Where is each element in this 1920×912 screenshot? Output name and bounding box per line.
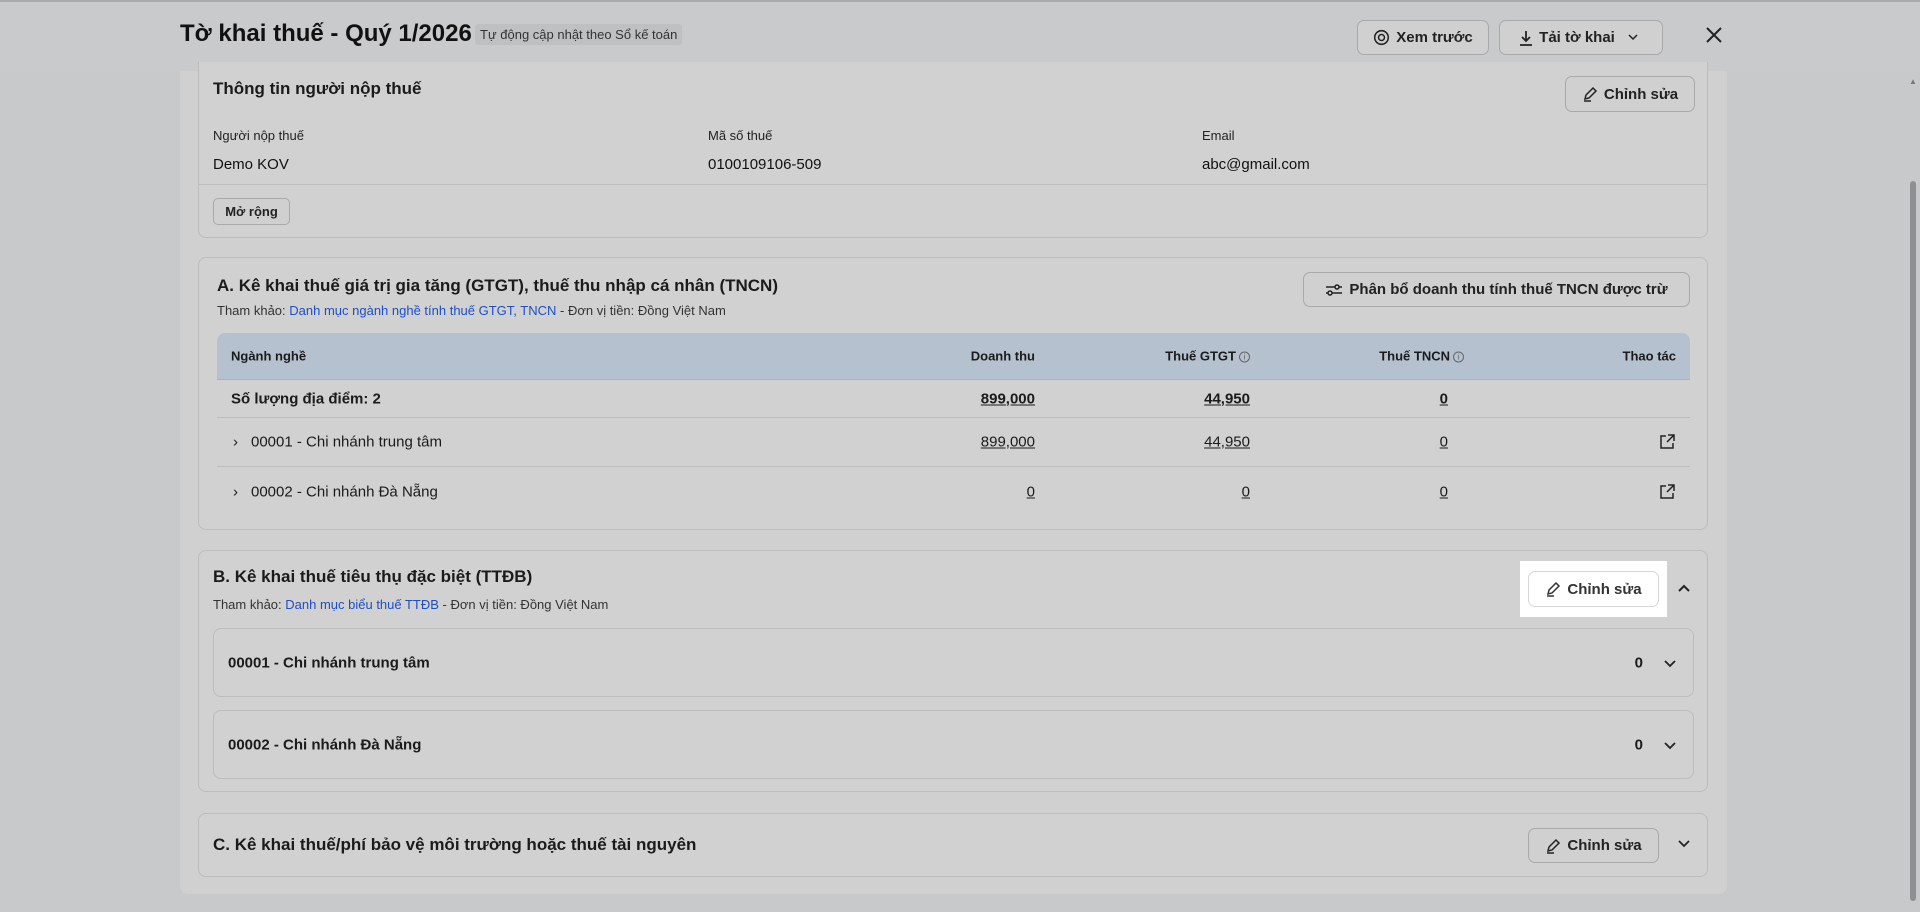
col-pit: Thuế TNCN i [1379, 349, 1464, 364]
edit-label: Chỉnh sửa [1603, 85, 1679, 103]
chevron-down-icon[interactable] [1663, 740, 1677, 750]
download-declaration-button[interactable]: Tải tờ khai [1499, 20, 1663, 55]
allocate-label: Phân bổ doanh thu tính thuế TNCN được tr… [1349, 281, 1668, 298]
chevron-down-icon[interactable] [1663, 658, 1677, 668]
edit-label: Chỉnh sửa [1567, 837, 1642, 854]
table-row[interactable]: › 00001 - Chi nhánh trung tâm 899,000 44… [217, 418, 1690, 467]
branch-name: 00001 - Chi nhánh trung tâm [228, 654, 430, 671]
summary-row: Số lượng địa điểm: 2 899,000 44,950 0 [217, 380, 1690, 418]
branch-accordion[interactable]: 00002 - Chi nhánh Đà Nẵng 0 [213, 710, 1694, 779]
ref-suffix: - Đơn vị tiền: Đồng Việt Nam [438, 597, 609, 612]
auto-update-badge: Tự động cập nhật theo Sổ kế toán [475, 24, 683, 45]
chevron-down-icon [1628, 33, 1638, 40]
preview-button[interactable]: Xem trước [1357, 20, 1489, 55]
branch-value: 0 [1634, 736, 1643, 753]
section-c-title: C. Kê khai thuế/phí bảo vệ môi trường ho… [213, 835, 697, 854]
scrollbar-thumb[interactable] [1910, 181, 1916, 901]
chevron-down-icon[interactable] [1677, 838, 1691, 848]
col-revenue: Doanh thu [970, 348, 1035, 364]
pencil-icon [1583, 86, 1597, 102]
scrollbar[interactable]: ▲ [1905, 71, 1920, 912]
external-link-icon[interactable] [1658, 433, 1676, 451]
branch-name: 00001 - Chi nhánh trung tâm [251, 433, 442, 451]
branch-value: 0 [1634, 654, 1643, 671]
vat-value[interactable]: 44,950 [1204, 433, 1250, 451]
allocate-revenue-button[interactable]: Phân bổ doanh thu tính thuế TNCN được tr… [1303, 272, 1690, 307]
revenue-value[interactable]: 0 [1026, 483, 1035, 500]
section-a-reference: Tham khảo: Danh mục ngành nghề tính thuế… [217, 303, 726, 318]
field-label: Email [1202, 128, 1235, 143]
download-label: Tải tờ khai [1539, 29, 1615, 46]
chevron-up-icon[interactable] [1676, 582, 1692, 594]
ref-prefix: Tham khảo: [217, 303, 290, 318]
chevron-right-icon[interactable]: › [233, 483, 238, 500]
vat-pit-table: Ngành nghề Doanh thu Thuế GTGT i Thuế TNC… [217, 333, 1690, 516]
edit-label: Chỉnh sửa [1567, 580, 1642, 598]
expand-button[interactable]: Mở rộng [213, 198, 290, 225]
special-tax-category-link[interactable]: Danh mục biểu thuế TTĐB [285, 597, 439, 612]
table-header: Ngành nghề Doanh thu Thuế GTGT i Thuế TNC… [217, 333, 1690, 380]
total-revenue[interactable]: 899,000 [980, 390, 1035, 407]
location-count: Số lượng địa điểm: 2 [231, 390, 381, 407]
revenue-value[interactable]: 899,000 [980, 433, 1035, 451]
section-c-card [198, 813, 1708, 877]
ref-suffix: - Đơn vị tiền: Đồng Việt Nam [556, 303, 726, 318]
branch-accordion[interactable]: 00001 - Chi nhánh trung tâm 0 [213, 628, 1694, 697]
field-value: 0100109106-509 [708, 156, 822, 173]
ref-prefix: Tham khảo: [213, 597, 286, 612]
vat-pit-category-link[interactable]: Danh mục ngành nghề tính thuế GTGT, TNCN [289, 303, 557, 318]
col-vat: Thuế GTGT i [1165, 349, 1250, 364]
col-industry: Ngành nghề [231, 348, 307, 364]
pencil-icon [1547, 581, 1561, 597]
pit-value[interactable]: 0 [1439, 483, 1448, 500]
section-c-edit-button[interactable]: Chỉnh sửa [1528, 828, 1659, 863]
eye-icon [1374, 29, 1390, 46]
sliders-icon [1326, 283, 1343, 296]
branch-name: 00002 - Chi nhánh Đà Nẵng [251, 483, 438, 500]
total-pit[interactable]: 0 [1439, 390, 1448, 407]
scroll-up-arrow[interactable]: ▲ [1909, 77, 1917, 86]
pencil-icon [1547, 838, 1561, 854]
taxpayer-title: Thông tin người nộp thuế [213, 79, 422, 98]
taxpayer-edit-button[interactable]: Chỉnh sửa [1565, 76, 1695, 112]
branch-name: 00002 - Chi nhánh Đà Nẵng [228, 736, 422, 753]
info-icon[interactable]: i [1453, 351, 1464, 363]
field-label: Người nộp thuế [213, 128, 304, 143]
field-value: abc@gmail.com [1202, 156, 1310, 173]
section-b-title: B. Kê khai thuế tiêu thụ đặc biệt (TTĐB) [213, 567, 533, 586]
download-icon [1520, 30, 1533, 46]
vat-value[interactable]: 0 [1241, 483, 1250, 500]
external-link-icon[interactable] [1658, 483, 1676, 501]
field-value: Demo KOV [213, 156, 289, 173]
page-title: Tờ khai thuế - Quý 1/2026 [180, 20, 472, 47]
col-actions: Thao tác [1622, 348, 1676, 364]
section-b-edit-button[interactable]: Chỉnh sửa [1528, 571, 1659, 607]
taxpayer-info-card [198, 62, 1708, 238]
total-vat[interactable]: 44,950 [1204, 390, 1250, 407]
col-vat-label: Thuế GTGT [1165, 348, 1236, 364]
table-row[interactable]: › 00002 - Chi nhánh Đà Nẵng 0 0 0 [217, 467, 1690, 516]
chevron-right-icon[interactable]: › [233, 433, 238, 451]
pit-value[interactable]: 0 [1439, 433, 1448, 451]
close-icon[interactable] [1705, 26, 1723, 44]
divider [198, 184, 1708, 185]
section-a-title: A. Kê khai thuế giá trị gia tăng (GTGT),… [217, 276, 778, 295]
col-pit-label: Thuế TNCN [1379, 348, 1450, 364]
section-b-reference: Tham khảo: Danh mục biểu thuế TTĐB - Đơn… [213, 597, 608, 612]
field-label: Mã số thuế [708, 128, 773, 143]
preview-label: Xem trước [1396, 29, 1473, 46]
info-icon[interactable]: i [1239, 351, 1250, 363]
